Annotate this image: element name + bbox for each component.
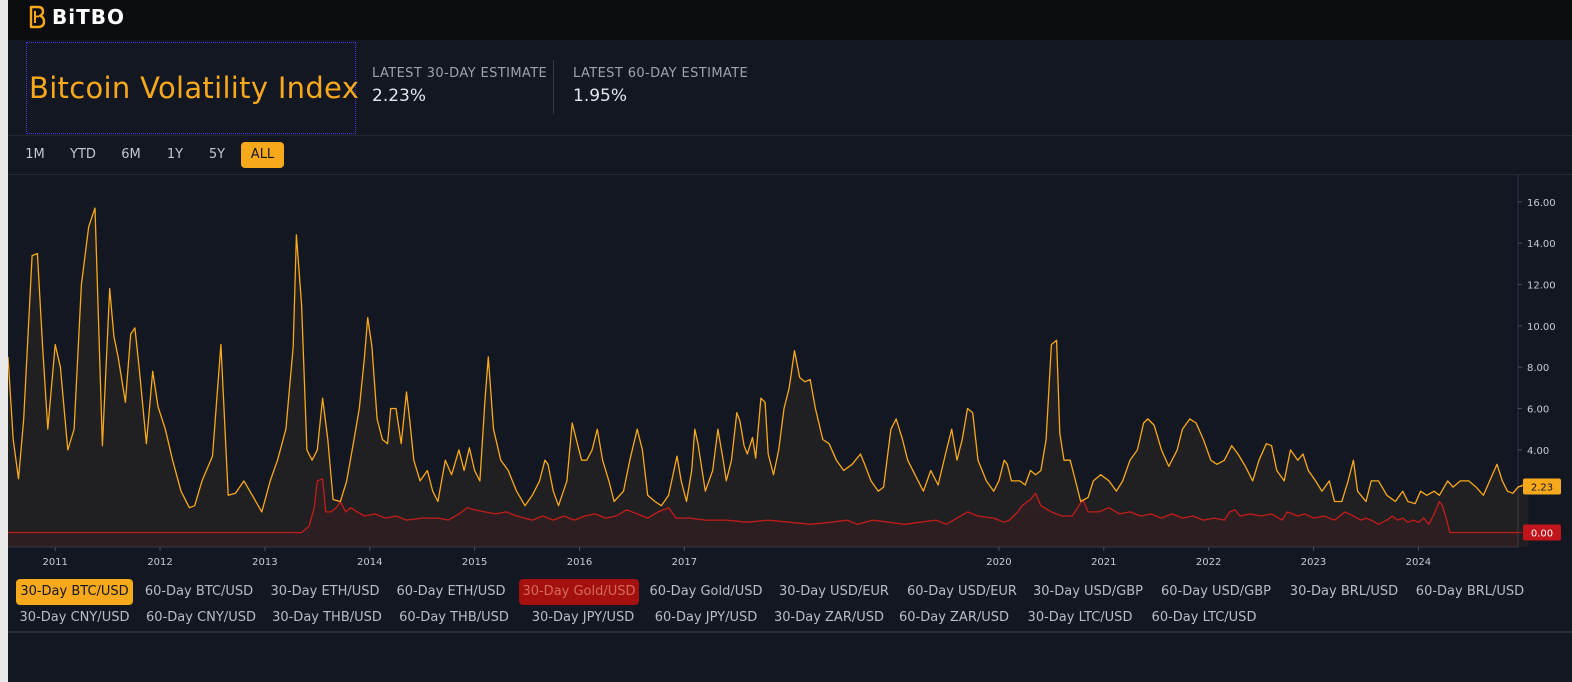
series-line — [8, 478, 1518, 534]
stat-label: LATEST 30-DAY ESTIMATE — [372, 66, 548, 81]
stat-label: LATEST 60-DAY ESTIMATE — [573, 66, 749, 81]
section-divider — [8, 631, 1572, 633]
x-axis: 2011 2012 2013 2014 2015 2016 2017 2020 2021 2022… — [8, 546, 1518, 568]
series-toggle-60-day-brl-usd[interactable]: 60-Day BRL/USD — [1415, 584, 1525, 599]
range-5y-button[interactable]: 5Y — [208, 147, 226, 162]
bitcoin-b-icon — [29, 5, 46, 29]
stat-value: 2.23% — [372, 86, 427, 106]
y-tick-label: 16.00 — [1527, 198, 1556, 209]
last-value-label: 0.00 — [1531, 529, 1553, 540]
x-tick-label: 2012 — [147, 557, 172, 568]
series-toggle-60-day-zar-usd[interactable]: 60-Day ZAR/USD — [898, 610, 1010, 625]
brand-name: BiTBO — [52, 5, 125, 29]
range-ytd-button[interactable]: YTD — [70, 147, 96, 162]
last-value-label: 2.23 — [1531, 482, 1553, 493]
series-toggle-60-day-usd-gbp[interactable]: 60-Day USD/GBP — [1160, 584, 1272, 599]
series-area — [8, 478, 1518, 547]
last-value-badge — [1523, 478, 1561, 495]
series-toggle-60-day-usd-eur[interactable]: 60-Day USD/EUR — [907, 584, 1017, 599]
series-toggle-30-day-jpy-usd[interactable]: 30-Day JPY/USD — [531, 610, 635, 625]
range-6m-button[interactable]: 6M — [121, 147, 141, 162]
range-selector: 1M YTD 6M 1Y 5Y ALL — [8, 136, 1572, 175]
stat-30-day: LATEST 30-DAY ESTIMATE 2.23% — [372, 66, 547, 106]
x-tick-label: 2021 — [1091, 557, 1116, 568]
series-toggle-30-day-zar-usd[interactable]: 30-Day ZAR/USD — [773, 610, 885, 625]
x-tick-label: 2020 — [986, 557, 1011, 568]
series-toggle-30-day-btc-usd[interactable]: 30-Day BTC/USD — [16, 579, 133, 605]
series-toggle-30-day-brl-usd[interactable]: 30-Day BRL/USD — [1289, 584, 1399, 599]
series-toggle-30-day-gold-usd[interactable]: 30-Day Gold/USD — [519, 579, 639, 605]
series-toggle-30-day-usd-eur[interactable]: 30-Day USD/EUR — [779, 584, 889, 599]
volatility-chart[interactable]: 16.00 14.00 12.00 10.00 8.00 6.00 4.00 2011 201… — [8, 175, 1572, 570]
plot-area — [8, 207, 1529, 547]
series-line — [8, 207, 1529, 513]
y-tick-label: 8.00 — [1527, 363, 1549, 374]
series-toggle-60-day-ltc-usd[interactable]: 60-Day LTC/USD — [1151, 610, 1257, 625]
y-tick-label: 14.00 — [1527, 239, 1556, 250]
series-area — [8, 208, 1529, 547]
x-tick-label: 2016 — [567, 557, 592, 568]
series-toggle-30-day-eth-usd[interactable]: 30-Day ETH/USD — [270, 584, 380, 599]
y-tick-label: 6.00 — [1527, 405, 1549, 416]
window-edge — [0, 0, 8, 682]
title-focus-box: Bitcoin Volatility Index — [26, 42, 360, 134]
x-tick-label: 2023 — [1301, 557, 1326, 568]
range-all-button[interactable]: ALL — [241, 142, 284, 168]
y-tick-label: 4.00 — [1527, 446, 1549, 457]
last-value-badge — [1523, 524, 1561, 541]
series-toggle-60-day-gold-usd[interactable]: 60-Day Gold/USD — [649, 584, 763, 599]
stat-divider — [553, 60, 554, 114]
brand-logo[interactable]: BiTBO — [28, 5, 125, 29]
series-toggle-30-day-usd-gbp[interactable]: 30-Day USD/GBP — [1032, 584, 1144, 599]
x-tick-label: 2013 — [252, 557, 277, 568]
series-toggle-60-day-thb-usd[interactable]: 60-Day THB/USD — [399, 610, 509, 625]
last-value-badges: 0.00 2.23 — [1518, 478, 1561, 541]
y-tick-label: 12.00 — [1527, 281, 1556, 292]
series-toggle-30-day-cny-usd[interactable]: 30-Day CNY/USD — [19, 610, 130, 625]
page-title: Bitcoin Volatility Index — [29, 71, 360, 105]
x-tick-label: 2024 — [1406, 557, 1431, 568]
x-tick-label: 2017 — [672, 557, 697, 568]
range-1y-button[interactable]: 1Y — [166, 147, 184, 162]
stat-60-day: LATEST 60-DAY ESTIMATE 1.95% — [573, 66, 748, 106]
x-tick-label: 2014 — [357, 557, 382, 568]
series-toggle-60-day-eth-usd[interactable]: 60-Day ETH/USD — [396, 584, 506, 599]
series-toggle-60-day-cny-usd[interactable]: 60-Day CNY/USD — [146, 610, 256, 625]
series-toggle-60-day-btc-usd[interactable]: 60-Day BTC/USD — [144, 584, 254, 599]
y-axis: 16.00 14.00 12.00 10.00 8.00 6.00 4.00 — [1517, 175, 1556, 547]
stat-value: 1.95% — [573, 86, 628, 106]
range-1m-button[interactable]: 1M — [25, 147, 45, 162]
x-tick-label: 2011 — [42, 557, 67, 568]
top-navbar: BiTBO — [8, 0, 1572, 40]
y-tick-label: 10.00 — [1527, 322, 1556, 333]
page-header: Bitcoin Volatility Index LATEST 30-DAY E… — [8, 40, 1572, 136]
series-toggle-60-day-jpy-usd[interactable]: 60-Day JPY/USD — [654, 610, 758, 625]
x-tick-label: 2022 — [1196, 557, 1221, 568]
series-toggle-30-day-ltc-usd[interactable]: 30-Day LTC/USD — [1027, 610, 1133, 625]
x-tick-label: 2015 — [462, 557, 487, 568]
series-toggle-30-day-thb-usd[interactable]: 30-Day THB/USD — [272, 610, 382, 625]
